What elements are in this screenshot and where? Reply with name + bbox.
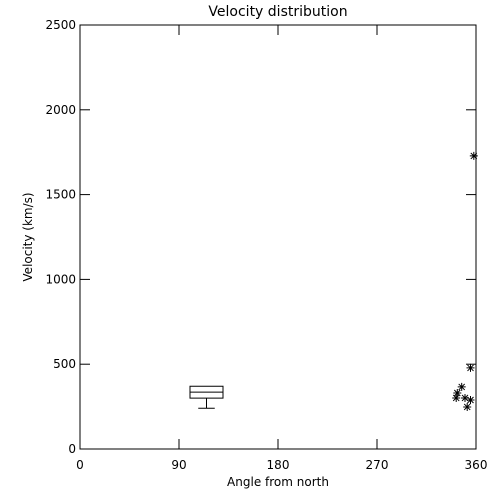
x-tick-label: 180	[267, 458, 290, 472]
point	[466, 363, 475, 372]
y-tick-label: 500	[53, 357, 76, 371]
x-tick-label: 90	[171, 458, 186, 472]
point	[457, 382, 466, 391]
x-tick-label: 270	[366, 458, 389, 472]
point	[461, 393, 469, 402]
x-tick-label: 360	[465, 458, 488, 472]
point	[469, 151, 478, 160]
point	[466, 395, 475, 404]
point	[463, 402, 472, 411]
x-axis-label: Angle from north	[227, 475, 329, 489]
y-axis-label: Velocity (km/s)	[21, 192, 35, 281]
y-tick-label: 2500	[45, 18, 76, 32]
point	[453, 389, 462, 398]
point	[452, 393, 461, 402]
y-tick-label: 0	[68, 442, 76, 456]
chart-title: Velocity distribution	[208, 4, 347, 20]
y-tick-label: 1000	[45, 272, 76, 286]
x-tick-label: 0	[76, 458, 84, 472]
y-tick-label: 1500	[45, 188, 76, 202]
y-tick-label: 2000	[45, 103, 76, 117]
